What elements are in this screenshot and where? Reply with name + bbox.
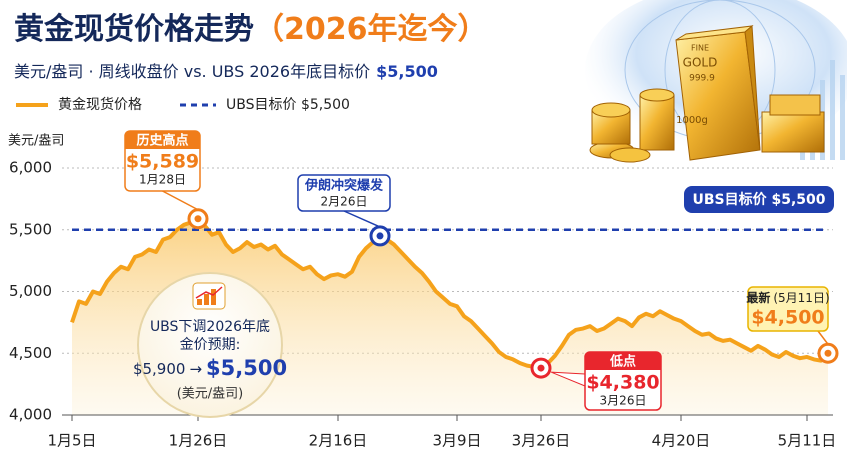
note-icon-arrow [195,286,223,299]
legend-label: UBS目标价 $5,500 [226,97,350,113]
callout-label: 低点 [609,354,636,370]
note-icon-bar [197,299,202,305]
x-tick-label: 4月20日 [652,432,711,450]
note-old: $5,900 [133,360,186,378]
subtitle: 美元/盎司 · 周线收盘价 vs. UBS 2026年底目标价 $5,500 [14,62,438,81]
callout-label: 最新 (5月11日) [746,290,829,305]
callout-label: 历史高点 [136,133,188,149]
callout-box [747,286,829,332]
note-line: UBS下调2026年底 [150,319,270,335]
note-icon-bar [204,294,209,305]
y-tick-label: 4,500 [9,344,52,362]
bar-engraving: 1000g [676,115,708,126]
x-tick-label: 2月16日 [309,432,368,450]
note-arrow: → [189,360,202,378]
callout-label-main: 最新 [746,290,770,305]
legend-label: 黄金现货价格 [58,96,142,113]
chart-title: 黄金现货价格走势（2026年迄今） [14,12,488,47]
y-tick-label: 5,500 [9,220,52,238]
gold-illustration [585,0,847,163]
y-axis-label: 美元/盎司 [8,134,64,149]
bar-engraving: GOLD [683,56,718,70]
callout-connector [162,190,199,211]
target-label: UBS目标价 $5,500 [692,191,825,208]
x-tick-label: 3月9日 [432,432,481,450]
x-tick-label: 1月26日 [169,432,228,450]
highlight-point-core [824,349,832,357]
note-new: $5,500 [206,356,287,380]
callout-value: $5,589 [126,151,199,173]
y-tick-label: 4,000 [9,406,52,424]
callout-header [585,352,661,370]
x-tick-label: 1月5日 [47,432,96,450]
callout-value: $4,380 [586,372,659,394]
callout-date: 2月26日 [321,195,368,209]
callout-value: $4,500 [751,307,824,329]
callout-connector [343,210,381,228]
highlight-point-core [194,215,202,223]
note-circle [137,272,283,418]
callout-date: 1月28日 [139,173,186,187]
highlight-point-core [537,364,545,372]
bar-engraving: FINE [691,44,709,53]
note-line: 金价预期: [180,337,241,353]
callout-date: 3月26日 [600,394,647,408]
title-main: 黄金现货价格走势 [14,12,254,47]
y-tick-label: 5,000 [9,282,52,300]
title-suffix: （2026年迄今） [254,12,488,47]
x-tick-label: 3月26日 [512,432,571,450]
x-tick-label: 5月11日 [778,432,837,450]
note-change: $5,900 → $5,500 [133,356,287,380]
highlight-point-core [376,232,384,240]
note-unit: (美元/盎司) [177,387,244,402]
subtitle-highlight: $5,500 [376,62,438,81]
callout-date: (5月11日) [773,291,829,305]
callout-box [297,174,391,212]
callout-header [125,131,200,149]
callout-label: 伊朗冲突爆发 [304,178,384,194]
y-tick-label: 6,000 [9,159,52,177]
note-icon-bar [211,289,216,305]
callout-connector [817,330,829,345]
subtitle-main: 美元/盎司 · 周线收盘价 vs. UBS 2026年底目标价 [14,62,370,81]
target-box [684,186,834,213]
bar-engraving: 999.9 [689,74,715,84]
